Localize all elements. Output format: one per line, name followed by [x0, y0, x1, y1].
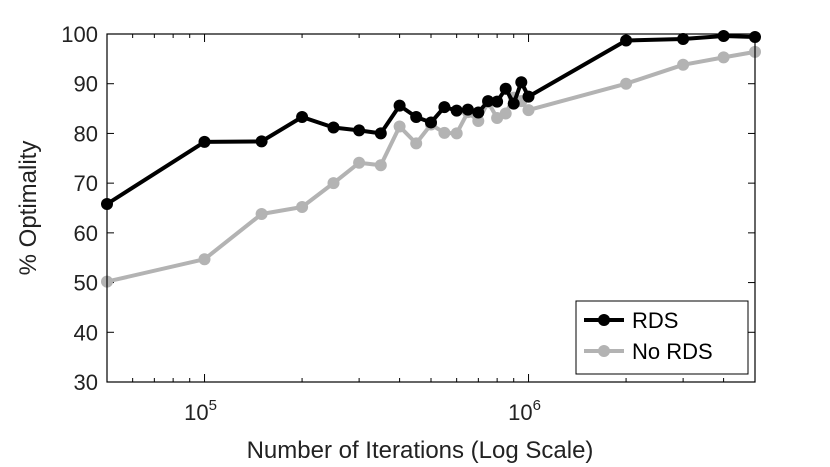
- legend-rds-label: RDS: [632, 308, 678, 333]
- data-point-rds: [296, 111, 309, 123]
- data-point-rds: [717, 30, 730, 42]
- data-point-rds: [393, 99, 406, 112]
- plot-area-frame: [106, 33, 756, 383]
- data-point-rds: [374, 127, 387, 140]
- data-point-rds: [255, 135, 268, 148]
- data-point-no-rds: [438, 126, 451, 139]
- y-axis-title: % Optimality: [15, 141, 42, 276]
- data-point-no-rds: [450, 127, 463, 140]
- data-point-no-rds: [410, 137, 423, 150]
- data-point-no-rds: [327, 177, 340, 190]
- data-point-rds: [425, 116, 437, 129]
- legend-no-rds-label: No RDS: [632, 339, 713, 364]
- tick-labels: 30 40 50 60 70 80 90 100 105 106: [61, 22, 541, 425]
- legend-no-rds-marker: [598, 345, 610, 357]
- data-point-rds: [198, 135, 211, 148]
- data-point-no-rds: [499, 107, 512, 120]
- data-point-no-rds: [677, 58, 690, 71]
- y-tick-label: 70: [74, 171, 98, 196]
- data-point-rds: [677, 33, 690, 45]
- x-tick-label: 105: [184, 397, 217, 425]
- legend-box: [575, 300, 749, 375]
- data-point-rds: [491, 95, 504, 108]
- y-tick-label: 60: [74, 221, 98, 246]
- y-tick-label: 100: [61, 22, 98, 47]
- data-point-rds: [620, 34, 633, 47]
- data-point-rds: [507, 97, 520, 110]
- y-tick-label: 90: [74, 72, 98, 97]
- data-point-rds: [482, 95, 495, 108]
- y-tick-label: 50: [74, 271, 98, 296]
- data-point-rds: [522, 90, 535, 103]
- data-point-rds: [472, 106, 485, 119]
- data-point-no-rds: [522, 104, 535, 117]
- data-point-no-rds: [296, 201, 309, 213]
- data-point-rds: [327, 121, 340, 134]
- data-point-no-rds: [717, 51, 730, 64]
- legend-rds-marker: [598, 314, 610, 326]
- data-point-rds: [450, 104, 463, 117]
- x-tick-label: 106: [508, 397, 541, 425]
- data-point-rds: [461, 103, 474, 116]
- x-axis-title: Number of Iterations (Log Scale): [247, 437, 594, 464]
- data-point-rds: [499, 82, 512, 95]
- plot-series: [101, 30, 761, 288]
- data-point-no-rds: [472, 115, 485, 127]
- data-point-no-rds: [620, 77, 633, 90]
- data-point-no-rds: [393, 120, 406, 133]
- legend: RDS No RDS: [575, 300, 749, 375]
- y-tick-label: 80: [74, 121, 98, 146]
- data-point-rds: [515, 76, 528, 89]
- data-point-rds: [438, 101, 451, 114]
- data-point-rds: [410, 111, 423, 123]
- series-line-no-rds: [106, 49, 756, 284]
- y-tick-label: 40: [74, 320, 98, 345]
- data-point-no-rds: [353, 156, 366, 169]
- data-point-rds: [353, 124, 366, 137]
- data-point-no-rds: [198, 253, 211, 266]
- data-point-no-rds: [255, 208, 268, 220]
- y-tick-label: 30: [74, 370, 98, 395]
- data-point-no-rds: [374, 159, 387, 172]
- axes-ticks: [106, 33, 756, 383]
